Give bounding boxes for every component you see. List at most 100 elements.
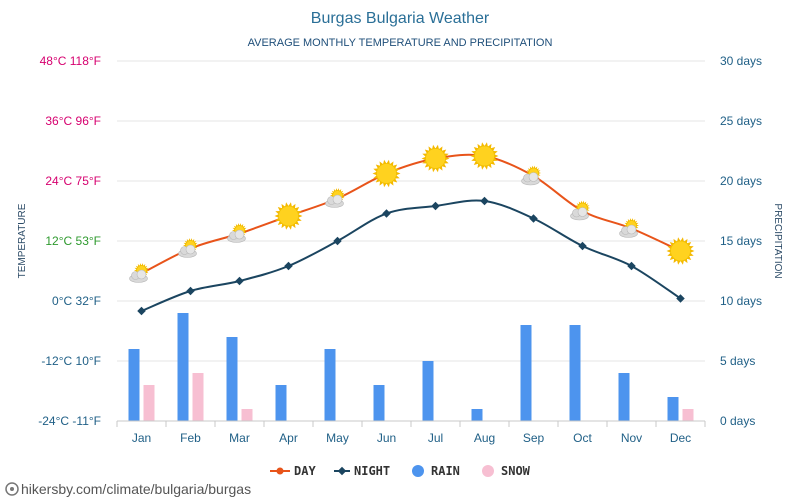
month-label-dec: Dec <box>670 431 691 445</box>
legend-rain-marker <box>412 465 424 477</box>
right-tick-label: 15 days <box>720 234 762 248</box>
rain-bar-oct <box>569 325 581 421</box>
left-axis-ticks: 48°C 118°F 36°C 96°F 24°C 75°F 12°C 53°F 0°C… <box>38 54 101 428</box>
month-label-apr: Apr <box>279 431 298 445</box>
temperature-lines <box>137 153 685 316</box>
chart-subtitle: AVERAGE MONTHLY TEMPERATURE AND PRECIPIT… <box>248 37 553 49</box>
partly-cloudy-icon-sep <box>521 165 541 186</box>
night-point-feb <box>186 286 195 296</box>
pin-icon <box>5 482 19 496</box>
rain-bar-sep <box>520 325 532 421</box>
weather-icons <box>129 142 695 283</box>
left-tick-label: 0°C 32°F <box>52 294 101 308</box>
cloud-puff <box>626 224 637 235</box>
rain-bar-apr <box>275 385 287 421</box>
rain-bar-feb <box>177 313 189 421</box>
month-label-may: May <box>326 431 349 445</box>
month-tick-marks <box>116 421 706 427</box>
legend-item-night[interactable]: NIGHT <box>334 464 390 478</box>
snow-bar-jan <box>143 385 155 421</box>
night-point-oct <box>578 241 587 251</box>
night-point-aug <box>480 196 489 206</box>
rain-bar-jun <box>373 385 385 421</box>
rain-bar-jan <box>128 349 140 421</box>
legend-snow-label: SNOW <box>501 464 531 478</box>
legend-night-label: NIGHT <box>354 464 390 478</box>
right-tick-label: 25 days <box>720 114 762 128</box>
rain-bar-dec <box>667 397 679 421</box>
right-tick-label: 10 days <box>720 294 762 308</box>
sun-icon-jun <box>372 159 401 188</box>
right-tick-label: 5 days <box>720 354 755 368</box>
snow-bar-dec <box>682 409 694 421</box>
night-point-dec <box>676 294 685 303</box>
night-point-sep <box>529 214 538 223</box>
legend-rain-label: RAIN <box>431 464 460 478</box>
legend-item-day[interactable]: DAY <box>270 464 316 478</box>
precipitation-bars <box>128 313 694 421</box>
night-point-jul <box>431 201 440 211</box>
left-tick-label: 36°C 96°F <box>45 114 101 128</box>
right-tick-label: 30 days <box>720 54 762 68</box>
right-axis-ticks: 30 days 25 days 20 days 15 days 10 days 5 day… <box>720 54 762 428</box>
left-tick-label: -12°C 10°F <box>41 354 101 368</box>
partly-cloudy-icon-nov <box>619 218 639 238</box>
cloud-puff <box>577 207 588 217</box>
legend-day-marker <box>276 467 284 475</box>
month-label-jun: Jun <box>377 431 396 445</box>
night-point-jan <box>137 306 146 316</box>
chart-title: Burgas Bulgaria Weather <box>311 10 490 27</box>
right-tick-label: 0 days <box>720 414 755 428</box>
right-tick-label: 20 days <box>720 174 762 188</box>
sun-icon-dec <box>666 237 695 265</box>
sun-core <box>474 145 495 167</box>
month-label-sep: Sep <box>523 431 545 445</box>
sun-core <box>278 205 299 227</box>
sun-icon-apr <box>274 202 303 230</box>
legend-day-label: DAY <box>294 464 316 478</box>
snow-bar-feb <box>192 373 204 421</box>
sun-icon-aug <box>470 142 499 170</box>
rain-bar-aug <box>471 409 483 421</box>
left-axis-label: TEMPERATURE <box>17 203 28 278</box>
cloud-puff <box>332 194 343 205</box>
sun-core <box>670 240 691 262</box>
month-label-aug: Aug <box>474 431 495 445</box>
gridlines <box>117 60 705 362</box>
month-label-feb: Feb <box>180 431 201 445</box>
month-label-jul: Jul <box>428 431 443 445</box>
sun-icon-jul <box>421 144 450 173</box>
month-label-jan: Jan <box>132 431 151 445</box>
night-point-may <box>333 236 342 246</box>
cloud-puff <box>136 269 147 280</box>
rain-bar-nov <box>618 373 630 421</box>
source-link[interactable]: hikersby.com/climate/bulgaria/burgas <box>5 481 251 497</box>
sun-core <box>425 148 446 169</box>
left-tick-label: 48°C 118°F <box>40 54 101 68</box>
rain-bar-may <box>324 349 336 421</box>
night-point-apr <box>284 261 293 271</box>
right-axis-label: PRECIPITATION <box>772 203 783 278</box>
rain-bar-mar <box>226 337 238 421</box>
left-tick-label: 12°C 53°F <box>45 234 101 248</box>
day-temperature-line <box>141 153 681 275</box>
legend-snow-marker <box>482 465 494 477</box>
partly-cloudy-icon-mar <box>227 223 247 243</box>
night-point-nov <box>627 261 636 271</box>
cloud-puff <box>528 172 539 182</box>
partly-cloudy-icon-jan <box>129 263 149 283</box>
source-url: hikersby.com/climate/bulgaria/burgas <box>21 481 251 497</box>
cloud-puff <box>234 229 245 240</box>
legend-item-snow[interactable]: SNOW <box>482 464 531 478</box>
left-tick-label: -24°C -11°F <box>38 414 101 428</box>
month-label-oct: Oct <box>573 431 592 445</box>
partly-cloudy-icon-feb <box>178 238 198 258</box>
sun-core <box>376 163 397 184</box>
month-label-nov: Nov <box>621 431 642 445</box>
month-label-mar: Mar <box>229 431 250 445</box>
rain-bar-jul <box>422 361 434 421</box>
legend: DAY NIGHT RAIN SNOW <box>270 464 531 478</box>
pin-icon-dot <box>10 487 14 491</box>
legend-night-marker <box>337 466 347 476</box>
legend-item-rain[interactable]: RAIN <box>412 464 460 478</box>
